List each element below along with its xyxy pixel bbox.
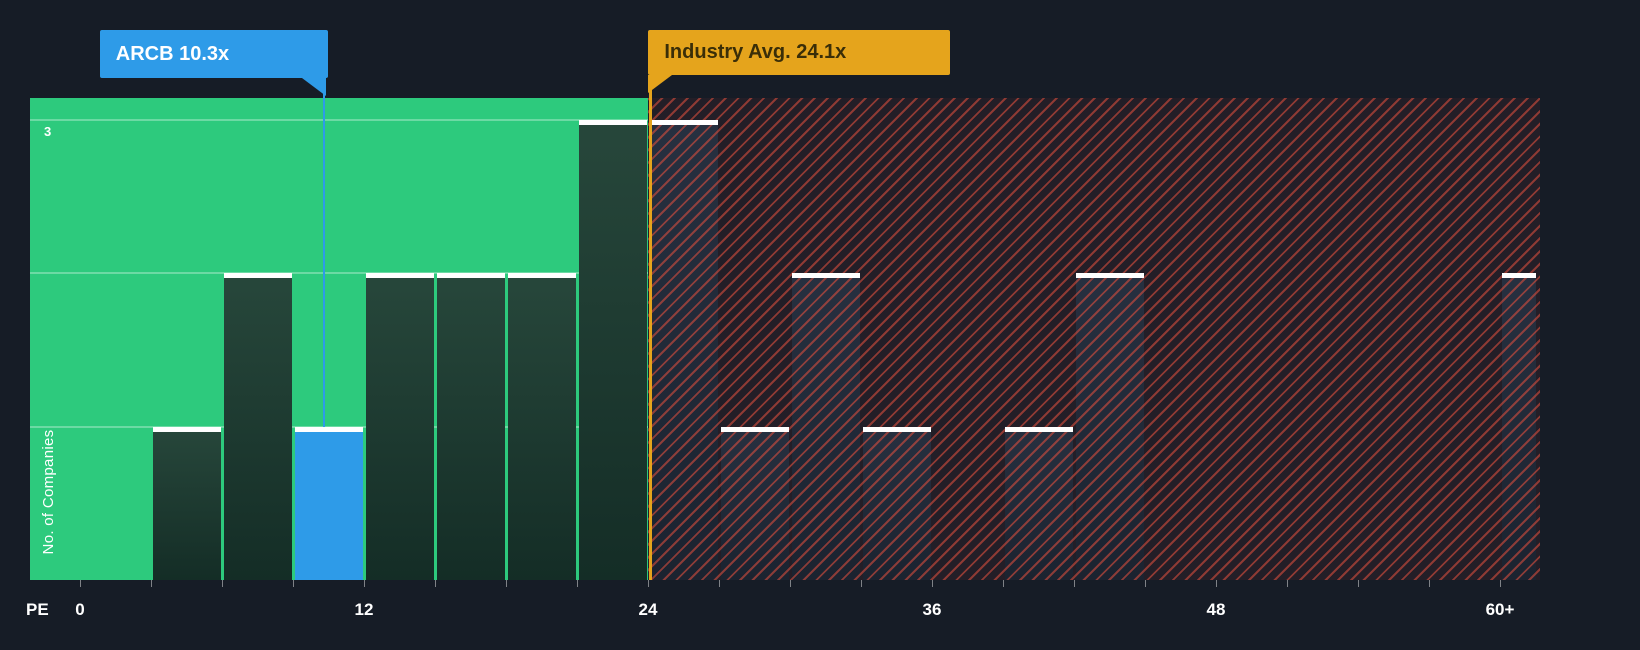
x-axis-tick <box>790 580 791 587</box>
bar-arcb[interactable] <box>294 426 363 580</box>
industry-avg-flag: Industry Avg. 24.1x <box>648 30 951 75</box>
x-axis-label: 0 <box>75 600 85 619</box>
bar-top-cap <box>223 273 292 279</box>
x-axis-tick <box>861 580 862 587</box>
histogram-plot[interactable]: 3 <box>30 98 1540 580</box>
x-axis-title: PE <box>26 600 49 619</box>
histogram-bar[interactable] <box>365 273 434 580</box>
x-axis-tick <box>932 580 933 587</box>
arcb-flag-pointer-icon <box>301 78 326 96</box>
x-axis-label: 24 <box>638 600 658 619</box>
x-axis-tick <box>293 580 294 587</box>
x-axis-tick <box>80 580 81 587</box>
histogram-bar[interactable] <box>152 426 221 580</box>
bar-top-cap <box>1004 426 1073 432</box>
x-axis-tick <box>1216 580 1217 587</box>
bar-top-cap <box>152 426 221 432</box>
gridline <box>30 425 648 428</box>
x-axis-tick <box>151 580 152 587</box>
histogram-bar[interactable] <box>507 273 576 580</box>
gridline <box>30 272 648 275</box>
gridline <box>30 119 648 122</box>
y-axis-tick-label: 3 <box>44 124 52 139</box>
x-axis-tick <box>222 580 223 587</box>
x-axis-tick <box>1429 580 1430 587</box>
x-axis-label: 12 <box>354 600 374 619</box>
x-axis-tick <box>506 580 507 587</box>
x-axis-tick <box>719 580 720 587</box>
x-axis-tick <box>577 580 578 587</box>
bar-top-cap <box>649 120 718 126</box>
bar-top-cap <box>436 273 505 279</box>
bar-top-cap <box>791 273 860 279</box>
red-hatch-overlay <box>648 98 1540 580</box>
bar-top-cap <box>507 273 576 279</box>
x-axis-tick <box>1287 580 1288 587</box>
bar-top-cap <box>1501 273 1537 279</box>
bar-top-cap <box>1075 273 1144 279</box>
bar-top-cap <box>365 273 434 279</box>
bar-top-cap <box>862 426 931 432</box>
industry-avg-flag-label: Industry Avg. 24.1x <box>664 41 847 63</box>
x-axis-tick <box>1358 580 1359 587</box>
x-axis-tick <box>1145 580 1146 587</box>
bar-top-cap <box>720 426 789 432</box>
industry-avg-flag-pointer-icon <box>648 75 673 93</box>
arcb-flag: ARCB 10.3x <box>99 30 328 78</box>
histogram-bar[interactable] <box>578 120 647 580</box>
x-axis-label: 48 <box>1206 600 1226 619</box>
x-axis-tick <box>1074 580 1075 587</box>
arcb-marker-line <box>322 76 325 427</box>
x-axis-tick <box>435 580 436 587</box>
industry-avg-line <box>648 75 652 580</box>
histogram-bar[interactable] <box>223 273 292 580</box>
x-axis-label: 36 <box>922 600 942 619</box>
x-axis-tick <box>364 580 365 587</box>
arcb-flag-label: ARCB 10.3x <box>115 42 230 65</box>
x-axis-label: 60+ <box>1485 600 1515 619</box>
histogram-bar[interactable] <box>436 273 505 580</box>
bar-top-cap <box>578 120 647 126</box>
x-axis-tick <box>1003 580 1004 587</box>
bar-top-cap <box>294 426 363 432</box>
x-axis-tick <box>1500 580 1501 587</box>
y-axis-title: No. of Companies <box>40 429 57 555</box>
x-axis-tick <box>648 580 649 587</box>
